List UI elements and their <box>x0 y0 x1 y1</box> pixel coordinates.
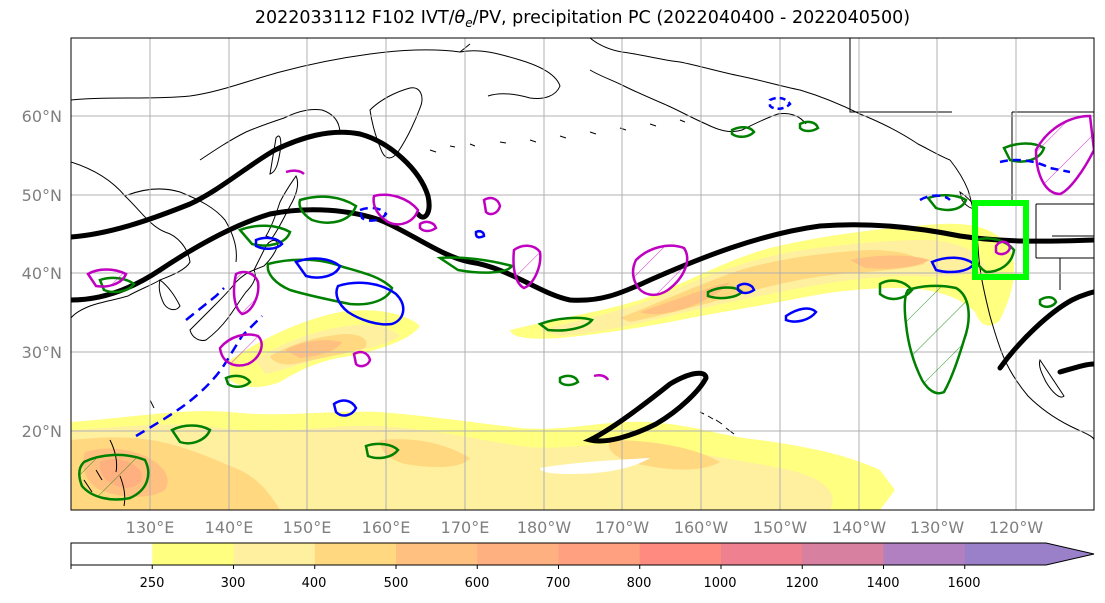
colorbar-label: 500 <box>384 576 409 591</box>
graticule <box>71 38 1094 510</box>
lon-label: 150°W <box>753 518 808 537</box>
colorbar-ticks <box>70 565 966 569</box>
theta-e-contours <box>86 114 1094 381</box>
colorbar-label: 1400 <box>866 576 899 591</box>
lon-label: 160°E <box>362 518 411 537</box>
colorbar-label: 1000 <box>703 576 736 591</box>
lon-label: 180°W <box>517 518 572 537</box>
colorbar-segment <box>721 543 803 565</box>
title-theta: θ <box>454 8 466 28</box>
lat-label: 30°N <box>22 343 62 362</box>
latitude-labels: 60°N 50°N 40°N 30°N 20°N <box>22 107 62 441</box>
lon-label: 160°W <box>674 518 729 537</box>
colorbar-segment <box>152 543 234 565</box>
lat-label: 40°N <box>22 264 62 283</box>
colorbar-segment <box>396 543 478 565</box>
colorbar-label: 600 <box>465 576 490 591</box>
colorbar-label: 250 <box>140 576 165 591</box>
colorbar-outline <box>70 542 1095 566</box>
precip-negative-contours <box>135 96 1071 438</box>
coastlines <box>71 38 1094 507</box>
colorbar-segment <box>314 543 397 565</box>
colorbar-segment <box>964 543 1094 565</box>
lon-label: 170°W <box>595 518 650 537</box>
colorbar-label: 1600 <box>947 576 980 591</box>
colorbar-segment <box>71 543 153 565</box>
colorbar-segment <box>233 543 316 565</box>
lat-label: 20°N <box>22 422 62 441</box>
pv-contours <box>71 129 1094 444</box>
title-suffix: /PV, precipitation PC (2022040400 - 2022… <box>472 8 911 28</box>
lat-label: 60°N <box>22 107 62 126</box>
figure-title: 2022033112 F102 IVT/θe/PV, precipitation… <box>0 8 1105 30</box>
lon-label: 130°E <box>126 518 175 537</box>
lon-label: 130°W <box>910 518 965 537</box>
colorbar: 250 300 400 500 600 700 800 1000 1200 14… <box>70 542 1095 591</box>
title-theta-sub: e <box>465 16 473 30</box>
longitude-labels: 130°E 140°E 150°E 160°E 170°E 180°W 170°… <box>126 518 1044 537</box>
colorbar-labels: 250 300 400 500 600 700 800 1000 1200 14… <box>140 576 981 591</box>
colorbar-segment <box>802 543 884 565</box>
map-frame <box>70 37 1095 511</box>
colorbar-label: 800 <box>627 576 652 591</box>
lon-label: 140°W <box>832 518 887 537</box>
lon-label: 120°W <box>989 518 1044 537</box>
lon-label: 140°E <box>205 518 254 537</box>
colorbar-segment <box>639 543 722 565</box>
highlight-box <box>972 200 1029 280</box>
colorbar-segments <box>71 543 1094 565</box>
colorbar-label: 700 <box>546 576 571 591</box>
colorbar-segment <box>477 543 559 565</box>
colorbar-segment <box>558 543 641 565</box>
lat-label: 50°N <box>22 186 62 205</box>
precip-positive-contours <box>78 120 1058 501</box>
colorbar-label: 300 <box>221 576 246 591</box>
title-prefix: 2022033112 F102 IVT/ <box>254 8 455 28</box>
colorbar-segment <box>883 543 966 565</box>
colorbar-label: 400 <box>302 576 327 591</box>
colorbar-label: 1200 <box>785 576 818 591</box>
lon-label: 170°E <box>441 518 490 537</box>
lon-label: 150°E <box>283 518 332 537</box>
